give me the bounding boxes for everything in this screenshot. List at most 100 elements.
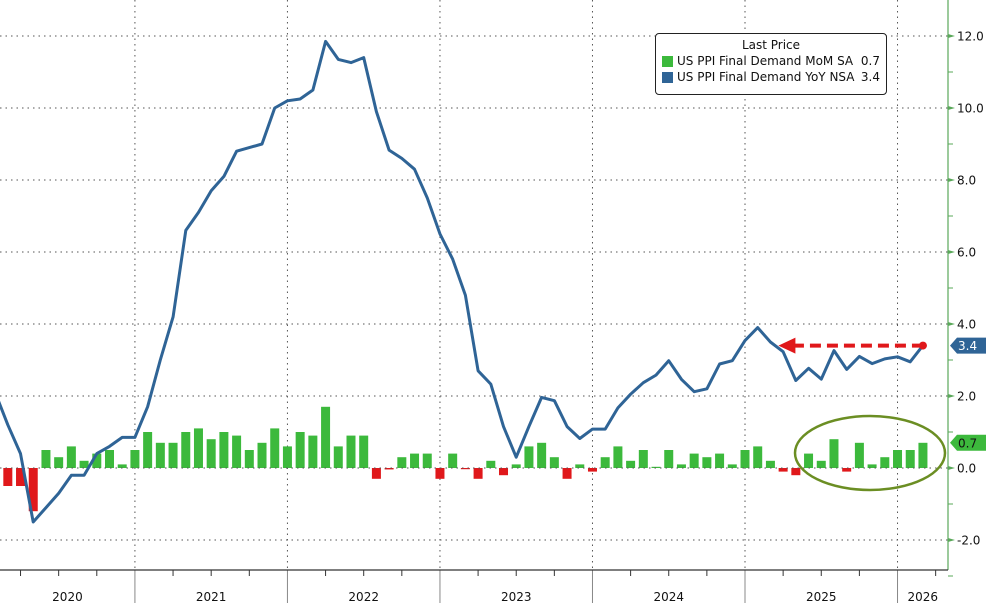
legend: Last Price US PPI Final Demand MoM SA 0.… xyxy=(655,33,887,95)
mom-bar xyxy=(384,468,394,470)
highlight-ellipse xyxy=(793,414,947,492)
mom-bar xyxy=(689,453,699,468)
mom-bar xyxy=(638,450,648,468)
y-tick-label: 4.0 xyxy=(957,318,976,332)
mom-bar xyxy=(66,446,76,468)
mom-bar xyxy=(918,442,928,468)
legend-swatch-yoy xyxy=(662,71,673,83)
mom-bar xyxy=(880,457,890,468)
mom-bar xyxy=(816,460,826,468)
x-tick-label: 2022 xyxy=(348,590,379,603)
mom-bar xyxy=(435,468,445,479)
mom-bar xyxy=(346,435,356,468)
mom-bar xyxy=(295,432,305,468)
y-tick-arrow-icon xyxy=(948,466,955,470)
mom-bar xyxy=(613,446,623,468)
x-tick-label: 2023 xyxy=(501,590,532,603)
mom-bar xyxy=(155,442,165,468)
y-tick-label: 0.0 xyxy=(957,462,976,476)
legend-label: US PPI Final Demand MoM SA xyxy=(677,54,854,68)
mom-bar xyxy=(333,446,343,468)
y-tick-label: -2.0 xyxy=(957,534,980,548)
mom-bar xyxy=(181,432,191,468)
mom-bar xyxy=(105,450,114,468)
y-tick-arrow-icon xyxy=(948,394,955,398)
mom-bar xyxy=(219,432,229,468)
mom-bar xyxy=(232,435,242,468)
y-tick-arrow-icon xyxy=(948,106,955,110)
mom-bar xyxy=(867,464,877,468)
mom-bar xyxy=(206,439,216,468)
arrow-head-icon xyxy=(778,337,796,354)
mom-bar xyxy=(79,460,89,468)
mom-bar xyxy=(270,428,280,468)
legend-value: 0.7 xyxy=(860,54,880,68)
mom-bar xyxy=(244,450,254,468)
mom-bar xyxy=(410,453,420,468)
mom-bar xyxy=(842,468,852,472)
legend-title: Last Price xyxy=(741,38,801,52)
mom-bar xyxy=(168,442,178,468)
mom-bar xyxy=(651,466,661,468)
mom-bar xyxy=(905,450,915,468)
mom-bar xyxy=(587,468,597,472)
mom-bar xyxy=(92,453,102,468)
y-tick-label: 2.0 xyxy=(957,390,976,404)
mom-bar xyxy=(524,446,534,468)
x-tick-label: 2026 xyxy=(907,590,938,603)
mom-bar xyxy=(575,464,585,468)
mom-bar xyxy=(829,439,839,468)
mom-bar xyxy=(600,457,610,468)
legend-item-mom: US PPI Final Demand MoM SA 0.7 xyxy=(662,53,880,69)
mom-bar xyxy=(765,460,775,468)
mom-bar xyxy=(28,468,38,512)
mom-bar xyxy=(676,464,686,468)
mom-bar xyxy=(130,450,140,468)
mom-bar xyxy=(422,453,432,468)
legend-item-yoy: US PPI Final Demand YoY NSA 3.4 xyxy=(662,69,880,85)
x-tick-label: 2020 xyxy=(52,590,83,603)
mom-bar xyxy=(3,468,13,486)
x-tick-label: 2024 xyxy=(653,590,684,603)
legend-value: 3.4 xyxy=(860,70,880,84)
mom-bar xyxy=(321,406,331,468)
mom-bar xyxy=(791,468,801,476)
value-tag xyxy=(950,434,986,451)
value-tag-label: 3.4 xyxy=(958,339,977,353)
mom-bar xyxy=(359,435,369,468)
mom-bar xyxy=(117,464,127,468)
mom-bar xyxy=(282,446,292,468)
mom-bar xyxy=(499,468,509,476)
mom-bar xyxy=(626,460,636,468)
mom-bar xyxy=(16,468,26,486)
mom-bar xyxy=(702,457,712,468)
y-tick-label: 6.0 xyxy=(957,246,976,260)
y-tick-label: 8.0 xyxy=(957,174,976,188)
yoy-line xyxy=(0,39,925,524)
mom-bar xyxy=(397,457,407,468)
mom-bar xyxy=(715,453,725,468)
mom-bar xyxy=(854,442,864,468)
mom-bar xyxy=(54,457,64,468)
value-tag-label: 0.7 xyxy=(958,436,977,450)
mom-bar xyxy=(448,453,458,468)
mom-bar xyxy=(740,450,750,468)
mom-bar xyxy=(549,457,559,468)
mom-bar xyxy=(193,428,203,468)
mom-bar xyxy=(473,468,483,479)
legend-label: US PPI Final Demand YoY NSA xyxy=(677,70,855,84)
y-tick-label: 12.0 xyxy=(957,30,984,44)
mom-bar xyxy=(778,468,788,472)
mom-bar xyxy=(753,446,763,468)
mom-bar xyxy=(562,468,572,479)
mom-bar xyxy=(664,450,674,468)
y-tick-arrow-icon xyxy=(948,250,955,254)
x-tick-label: 2025 xyxy=(806,590,837,603)
mom-bar xyxy=(537,442,547,468)
arrow-origin-dot xyxy=(918,341,927,350)
mom-bar xyxy=(486,460,496,468)
mom-bar xyxy=(41,450,51,468)
y-tick-label: 10.0 xyxy=(957,102,984,116)
mom-bar xyxy=(371,468,381,479)
